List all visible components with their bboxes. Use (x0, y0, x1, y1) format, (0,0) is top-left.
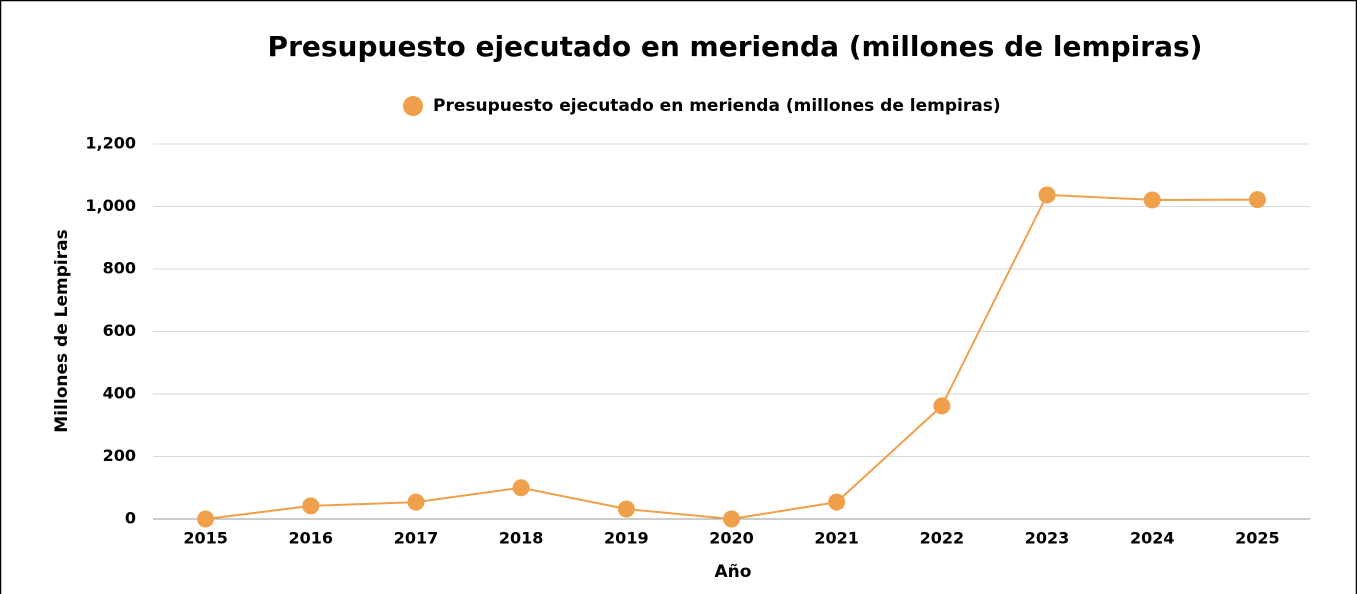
x-tick-label: 2024 (1130, 529, 1175, 548)
x-tick-label: 2020 (709, 529, 754, 548)
y-tick-label: 400 (103, 384, 136, 403)
data-point (512, 479, 530, 497)
y-tick-label: 800 (103, 259, 136, 278)
data-point (723, 510, 740, 528)
y-tick-label: 200 (103, 446, 136, 465)
data-point (1248, 191, 1266, 209)
x-tick-label: 2025 (1235, 529, 1280, 548)
x-tick-label: 2019 (604, 529, 649, 548)
data-point (302, 497, 320, 515)
legend-label: Presupuesto ejecutado en merienda (millo… (433, 96, 1001, 116)
x-tick-label: 2023 (1025, 529, 1070, 548)
x-tick-label: 2015 (183, 529, 228, 548)
data-point (828, 493, 846, 511)
x-tick-label: 2022 (920, 529, 965, 548)
y-axis-label: Millones de Lempiras (52, 229, 72, 432)
chart-title: Presupuesto ejecutado en merienda (millo… (268, 30, 1203, 63)
legend-marker (403, 96, 423, 116)
data-point (1038, 186, 1056, 204)
data-point (407, 493, 425, 511)
data-point (1143, 191, 1161, 209)
y-tick-label: 1,200 (85, 134, 136, 153)
x-tick-label: 2016 (289, 529, 334, 548)
x-tick-label: 2021 (814, 529, 859, 548)
data-point (197, 510, 215, 528)
x-tick-label: 2017 (394, 529, 439, 548)
data-point (617, 500, 635, 518)
series-line (205, 193, 1258, 521)
data-point (933, 397, 951, 415)
x-tick-label: 2018 (499, 529, 544, 548)
y-tick-label: 600 (103, 321, 136, 340)
y-tick-label: 1,000 (85, 196, 136, 215)
y-tick-label: 0 (125, 509, 136, 528)
x-axis-label: Año (715, 562, 752, 582)
